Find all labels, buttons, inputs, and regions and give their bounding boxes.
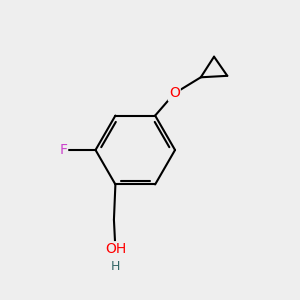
Text: H: H	[111, 260, 120, 273]
Text: OH: OH	[105, 242, 126, 256]
Text: O: O	[169, 86, 180, 100]
Text: F: F	[59, 143, 67, 157]
